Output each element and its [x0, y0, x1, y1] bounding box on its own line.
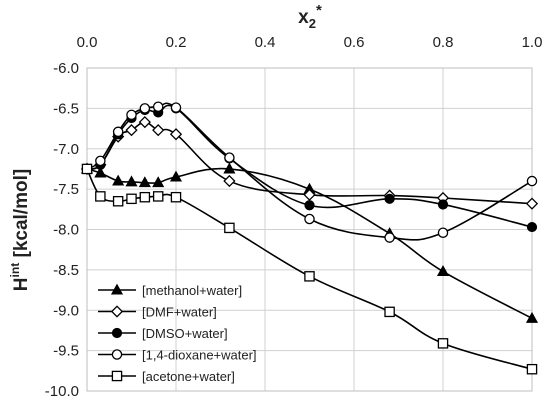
- y-axis-title-base: H: [11, 277, 32, 291]
- data-point: [437, 338, 449, 349]
- data-point: [437, 227, 449, 238]
- data-point: [125, 124, 138, 137]
- data-point: [139, 191, 151, 203]
- y-tick-label: -9.5: [53, 343, 79, 360]
- legend: [methanol+water] [DMF+water] [DMSO+water] […: [98, 283, 257, 384]
- y-tick-label: -10.0: [45, 383, 79, 400]
- legend-item: [acetone+water]: [98, 369, 235, 384]
- data-point: [526, 175, 538, 187]
- data-point: [170, 191, 182, 203]
- y-tick-label: -9.0: [53, 302, 79, 319]
- series-layer: [80, 101, 539, 375]
- data-point: [304, 213, 315, 225]
- data-point: [303, 188, 316, 201]
- data-point: [152, 124, 165, 137]
- data-point: [384, 306, 395, 318]
- data-point: [95, 155, 106, 167]
- x-axis-title-base: x: [298, 7, 309, 28]
- x-tick-label: 0.8: [433, 34, 454, 51]
- legend-marker: [111, 349, 123, 360]
- x-axis-title-sup: *: [316, 2, 322, 19]
- legend-marker: [111, 327, 123, 339]
- legend-label: [DMSO+water]: [142, 326, 228, 341]
- y-tick-label: -8.0: [53, 222, 79, 239]
- data-point: [125, 175, 138, 187]
- legend-marker: [110, 305, 124, 318]
- y-axis-title-rest: [kcal/mol]: [11, 169, 32, 263]
- legend-label: [DMF+water]: [142, 305, 217, 320]
- data-point: [526, 221, 538, 233]
- data-point: [112, 195, 124, 207]
- legend-label: [acetone+water]: [142, 369, 235, 384]
- data-point: [139, 103, 151, 114]
- data-point: [112, 126, 124, 138]
- data-point: [138, 115, 151, 129]
- legend-item: [methanol+water]: [98, 283, 242, 298]
- data-point: [525, 197, 539, 210]
- y-tick-label: -6.0: [53, 60, 79, 77]
- data-point: [95, 191, 106, 202]
- x-tick-label: 0.2: [166, 34, 187, 51]
- data-point: [224, 222, 235, 234]
- x-tick-label: 0.6: [344, 34, 365, 51]
- data-point: [525, 311, 539, 323]
- data-point: [437, 199, 449, 210]
- data-point: [224, 152, 235, 163]
- legend-item: [DMSO+water]: [98, 326, 228, 341]
- data-point: [81, 163, 93, 175]
- x-tick-label: 0.4: [255, 34, 276, 51]
- data-point: [94, 166, 107, 178]
- legend-item: [DMF+water]: [98, 305, 217, 320]
- y-axis-title-sup: int: [8, 263, 22, 278]
- data-point: [526, 363, 538, 375]
- axes: -6.0 -6.5 -7.0 -7.5 -8.0 -8.5 -9.0 -9.5 -10.0 0.0…: [45, 34, 543, 400]
- legend-item: [1,4-dioxane+water]: [98, 348, 257, 363]
- series-4: [81, 163, 538, 375]
- legend-marker: [110, 283, 124, 295]
- data-point: [152, 101, 164, 113]
- data-point: [152, 176, 165, 188]
- data-point: [126, 193, 137, 205]
- y-axis-title: Hint [kcal/mol]: [8, 169, 32, 291]
- data-point: [126, 109, 137, 121]
- legend-label: [1,4-dioxane+water]: [142, 348, 257, 363]
- data-point: [170, 102, 182, 113]
- data-point: [384, 232, 395, 243]
- legend-marker: [111, 370, 123, 382]
- y-tick-label: -7.5: [53, 181, 79, 198]
- data-point: [304, 200, 315, 211]
- data-point: [169, 170, 183, 182]
- data-point: [304, 271, 315, 282]
- y-tick-label: -8.5: [53, 262, 79, 279]
- data-point: [112, 174, 125, 186]
- x-axis-title: x2*: [298, 2, 322, 31]
- x-tick-label: 1.0: [522, 34, 543, 51]
- data-point: [223, 162, 236, 174]
- y-tick-label: -7.0: [53, 141, 79, 158]
- data-point: [223, 174, 236, 188]
- x-tick-label: 0.0: [77, 34, 98, 51]
- y-tick-label: -6.5: [53, 100, 79, 117]
- data-point: [138, 176, 151, 188]
- data-point: [384, 193, 395, 204]
- data-point: [436, 265, 450, 276]
- data-point: [152, 191, 164, 202]
- x-axis-title-sub: 2: [309, 16, 316, 31]
- legend-label: [methanol+water]: [142, 283, 242, 298]
- data-point: [169, 128, 183, 141]
